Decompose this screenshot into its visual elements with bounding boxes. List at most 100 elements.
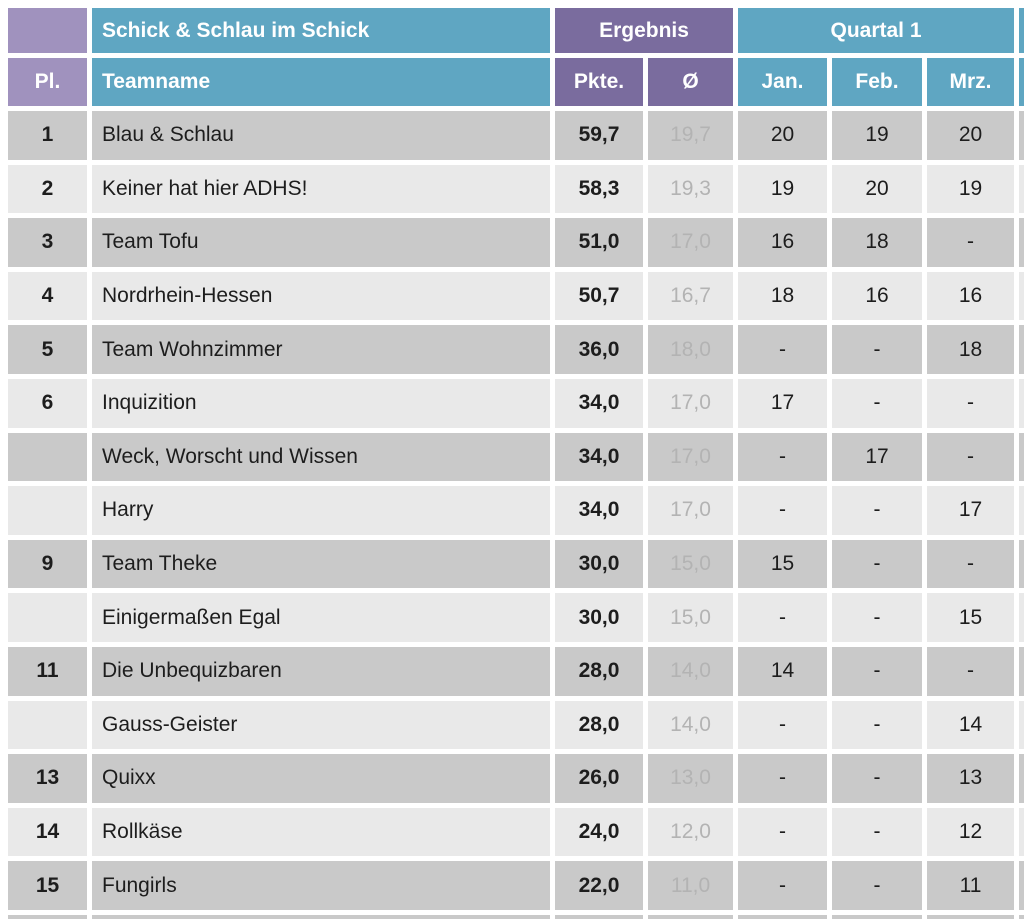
points-cell: 24,0 <box>555 807 643 857</box>
points-cell: 28,0 <box>555 700 643 750</box>
average-cell: 13,0 <box>648 754 734 803</box>
cutoff-cell <box>1019 754 1024 803</box>
team-name-cell: Gauss-Geister <box>92 700 550 750</box>
mrz-cell: 19 <box>927 164 1015 214</box>
place-column-header: Pl. <box>8 58 87 106</box>
average-cell: 17,0 <box>648 486 734 535</box>
cutoff-cell <box>1019 111 1024 160</box>
jan-cell: - <box>738 593 828 642</box>
cutoff-cell <box>1019 700 1024 750</box>
table-row: 15 Fungirls 22,0 11,0- -11 <box>8 861 1024 910</box>
feb-cell: - <box>832 754 923 803</box>
month-column-header-mrz: Mrz. <box>927 58 1015 106</box>
points-cell: 34,0 <box>555 432 643 482</box>
points-cell: 28,0 <box>555 646 643 696</box>
mrz-cell: - <box>927 539 1015 589</box>
team-name-cell: Quixx <box>92 754 550 803</box>
points-cell: 50,7 <box>555 271 643 321</box>
average-cell: 16,7 <box>648 271 734 321</box>
feb-cell: - <box>832 378 923 428</box>
average-cell: 11,0 <box>648 861 734 910</box>
mrz-cell: 16 <box>927 271 1015 321</box>
place-cell: 2 <box>8 164 87 214</box>
points-cell: 22,0 <box>555 861 643 910</box>
cutoff-cell <box>1019 593 1024 642</box>
cutoff-cell <box>1019 218 1024 267</box>
cutoff-cell <box>1019 486 1024 535</box>
feb-cell: 18 <box>832 218 923 267</box>
team-name-cell: Keiner hat hier ADHS! <box>92 164 550 214</box>
points-cell: 34,0 <box>555 378 643 428</box>
month-column-header-feb: Feb. <box>832 58 923 106</box>
table-row: 13 Quixx 26,0 13,0- -13 <box>8 754 1024 803</box>
result-group-header: Ergebnis <box>555 8 734 53</box>
team-column-header: Teamname <box>92 58 550 106</box>
mrz-cell: - <box>927 646 1015 696</box>
average-cell: 17,0 <box>648 432 734 482</box>
mrz-cell: 14 <box>927 700 1015 750</box>
feb-cell: 17 <box>832 432 923 482</box>
average-cell: 19,7 <box>648 111 734 160</box>
team-name-cell: Rollkäse <box>92 807 550 857</box>
jan-cell: - <box>738 861 828 910</box>
feb-cell: - <box>832 646 923 696</box>
jan-cell: 16 <box>738 218 828 267</box>
team-name-cell: Weck, Worscht und Wissen <box>92 432 550 482</box>
team-name-cell: Fungirls <box>92 861 550 910</box>
jan-cell: 14 <box>738 646 828 696</box>
cutoff-cell <box>1019 807 1024 857</box>
cutoff-cell <box>8 914 87 919</box>
month-column-header-jan: Jan. <box>738 58 828 106</box>
mrz-cell: - <box>927 432 1015 482</box>
place-cell: 4 <box>8 271 87 321</box>
mrz-cell: 15 <box>927 593 1015 642</box>
cutoff-cell <box>1019 646 1024 696</box>
cutoff-cell <box>555 914 643 919</box>
team-name-cell: Harry <box>92 486 550 535</box>
table-row: 6 Inquizition 34,0 17,0 17- - <box>8 378 1024 428</box>
place-cell: 14 <box>8 807 87 857</box>
points-cell: 26,0 <box>555 754 643 803</box>
jan-cell: 17 <box>738 378 828 428</box>
mrz-cell: 17 <box>927 486 1015 535</box>
group-header-row: Schick & Schlau im Schick Ergebnis Quart… <box>8 8 1024 53</box>
feb-cell: - <box>832 539 923 589</box>
place-cell: 6 <box>8 378 87 428</box>
jan-cell: 19 <box>738 164 828 214</box>
place-cell <box>8 593 87 642</box>
jan-cell: - <box>738 807 828 857</box>
team-name-cell: Die Unbequizbaren <box>92 646 550 696</box>
points-cell: 34,0 <box>555 486 643 535</box>
table-body: 1 Blau & Schlau 59,7 19,7 20 19 20 2 Keiner hat … <box>8 111 1024 919</box>
cutoff-cell <box>1019 432 1024 482</box>
average-cell: 18,0 <box>648 325 734 374</box>
mrz-cell: - <box>927 378 1015 428</box>
average-cell: 14,0 <box>648 646 734 696</box>
feb-cell: - <box>832 486 923 535</box>
team-name-cell: Team Wohnzimmer <box>92 325 550 374</box>
jan-cell: - <box>738 432 828 482</box>
average-cell: 19,3 <box>648 164 734 214</box>
place-cell: 3 <box>8 218 87 267</box>
feb-cell: 20 <box>832 164 923 214</box>
cutoff-cell <box>1019 914 1024 919</box>
average-cell: 15,0 <box>648 593 734 642</box>
points-cell: 51,0 <box>555 218 643 267</box>
table-row: Gauss-Geister 28,0 14,0- -14 <box>8 700 1024 750</box>
place-cell: 5 <box>8 325 87 374</box>
quarter-group-header: Quartal 1 <box>738 8 1015 53</box>
cutoff-cell <box>832 914 923 919</box>
team-name-cell: Nordrhein-Hessen <box>92 271 550 321</box>
cutoff-cell <box>648 914 734 919</box>
column-header-row: Pl. Teamname Pkte. Ø Jan. Feb. Mrz. <box>8 58 1024 106</box>
table-row: 4 Nordrhein-Hessen 50,7 16,7 18 16 16 <box>8 271 1024 321</box>
table-row: 9 Team Theke 30,0 15,0 15- - <box>8 539 1024 589</box>
mrz-cell: - <box>927 218 1015 267</box>
cutoff-cell <box>1019 539 1024 589</box>
points-column-header: Pkte. <box>555 58 643 106</box>
feb-cell: - <box>832 700 923 750</box>
average-column-header: Ø <box>648 58 734 106</box>
table-row: 11 Die Unbequizbaren 28,0 14,0 14- - <box>8 646 1024 696</box>
team-name-cell: Inquizition <box>92 378 550 428</box>
jan-cell: - <box>738 700 828 750</box>
